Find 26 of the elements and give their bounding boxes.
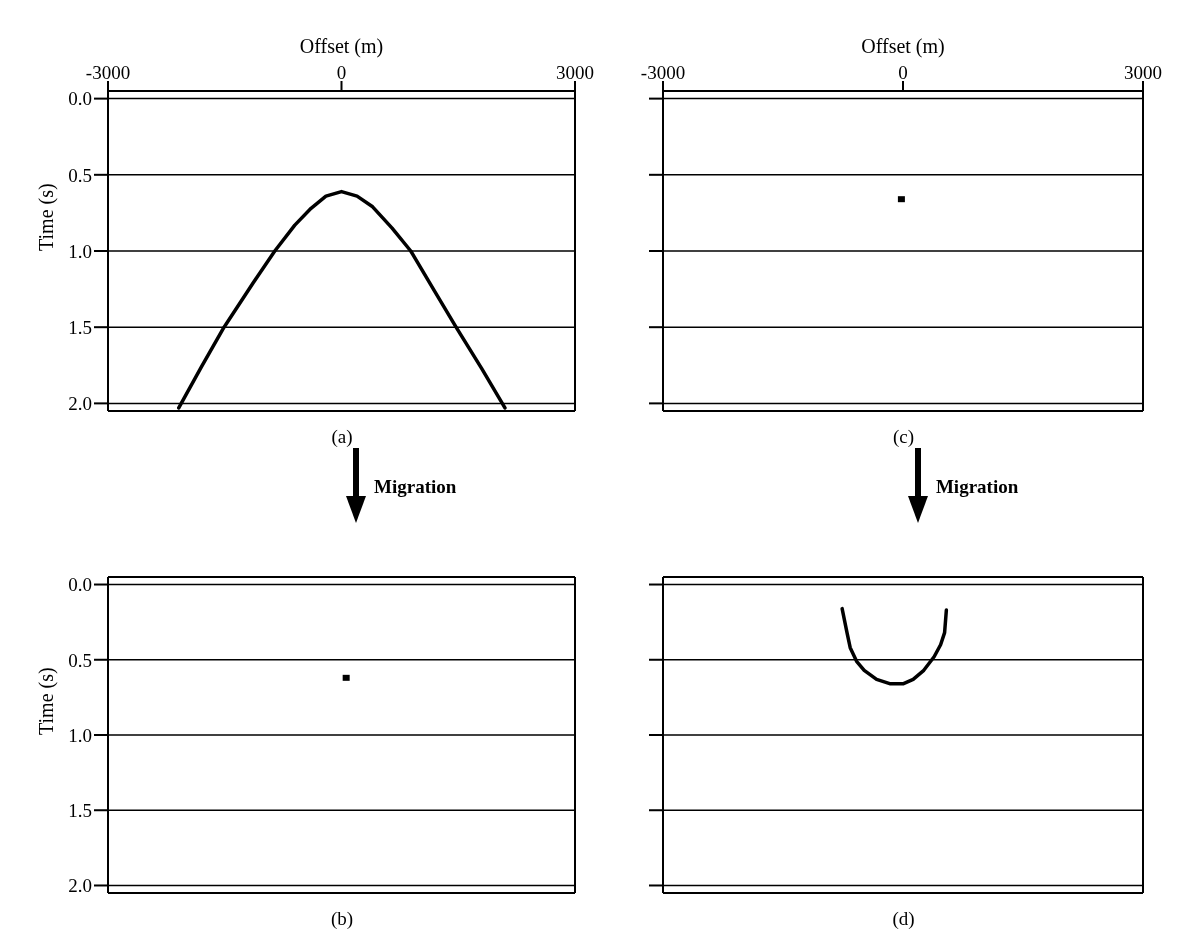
y-axis-title: Time (s): [35, 183, 59, 251]
y-tick-label: 0.5: [68, 649, 92, 671]
text: Migration: [374, 476, 457, 498]
x-tick-label: 3000: [1124, 62, 1162, 83]
x-tick-label: 0: [336, 62, 347, 83]
y-tick-label: 1.0: [68, 240, 92, 262]
text: (c): [891, 426, 916, 448]
y-tick-label: 1.5: [68, 316, 92, 338]
y-tick-label: 1.5: [68, 799, 92, 821]
text: (a): [330, 426, 354, 448]
x-tick-label: -3000: [85, 62, 131, 83]
x-axis-title: Offset (m): [861, 35, 945, 59]
y-tick-label: 2.0: [68, 875, 92, 897]
text: (d): [891, 908, 916, 930]
text: Migration: [935, 476, 1019, 498]
y-tick-label: 0.0: [68, 574, 92, 596]
y-tick-label: 0.5: [68, 164, 92, 186]
x-tick-label: 0: [898, 62, 908, 83]
y-axis-title: Time (s): [35, 667, 59, 735]
y-tick-label: 2.0: [68, 393, 92, 415]
x-axis-title: Offset (m): [299, 35, 384, 59]
x-tick-label: 3000: [556, 62, 594, 83]
y-tick-label: 0.0: [68, 88, 92, 110]
y-tick-label: 1.0: [68, 724, 92, 746]
text: (b): [329, 908, 355, 930]
x-tick-label: -3000: [640, 62, 686, 83]
